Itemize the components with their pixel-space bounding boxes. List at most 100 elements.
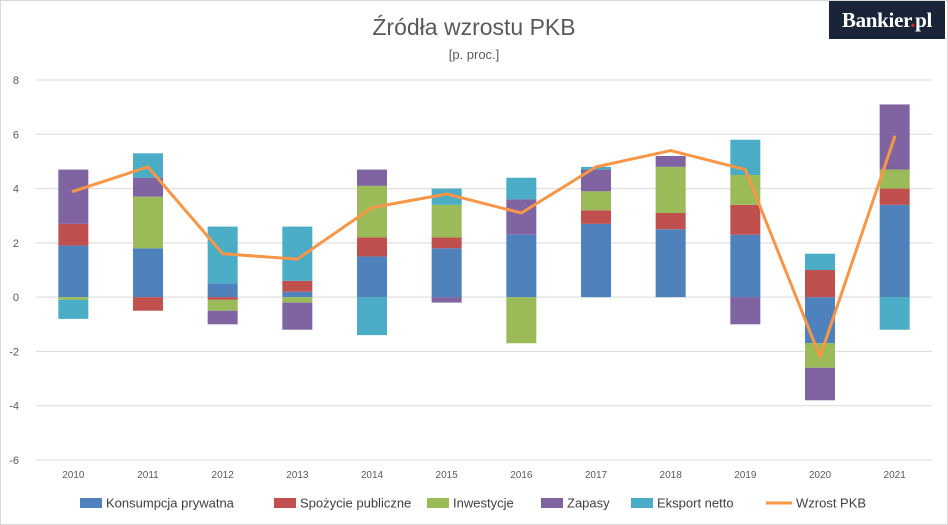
x-tick-label: 2011: [137, 470, 159, 481]
bar-segment: [879, 188, 910, 205]
bar-segment: [282, 291, 313, 298]
bar-segment: [357, 185, 387, 238]
bar-segment: [357, 256, 387, 298]
brand-tld: pl: [915, 8, 933, 32]
line-point: [594, 165, 598, 169]
bar-segment: [581, 223, 611, 298]
bar-segment: [282, 226, 313, 281]
brand-dot: .: [910, 8, 916, 32]
bar-segment: [431, 188, 462, 205]
bar-segment: [730, 175, 761, 205]
bar-segment: [282, 280, 313, 292]
bar-segment: [506, 199, 537, 235]
bar-segment: [431, 297, 462, 303]
bar-segment: [805, 297, 835, 344]
bar-segment: [133, 248, 163, 298]
line-point: [519, 211, 523, 215]
line-point: [893, 135, 897, 139]
x-tick-label: 2021: [884, 470, 907, 481]
bar-segment: [207, 297, 238, 300]
line-point: [370, 206, 374, 210]
bar-segment: [357, 169, 387, 186]
y-tick-label: -2: [9, 346, 19, 358]
legend-swatch: [80, 498, 102, 508]
bar-segment: [879, 297, 910, 330]
legend-label: Wzrost PKB: [796, 496, 866, 511]
legend-swatch: [631, 498, 653, 508]
line-point: [818, 355, 822, 359]
bar-segment: [357, 237, 387, 257]
bar-segment: [805, 270, 835, 298]
bar-segment: [58, 223, 89, 246]
x-tick-label: 2020: [809, 470, 832, 481]
x-tick-label: 2018: [660, 470, 683, 481]
bar-segment: [805, 253, 835, 270]
bar-segment: [58, 297, 89, 300]
y-tick-label: 6: [13, 129, 19, 141]
brand-logo[interactable]: Bankier.pl: [829, 1, 945, 39]
x-tick-label: 2016: [510, 470, 533, 481]
bar-segment: [655, 213, 686, 230]
y-tick-label: 8: [13, 75, 19, 87]
bar-segment: [730, 297, 761, 325]
bar-segment: [58, 169, 89, 224]
bar-segment: [207, 283, 238, 298]
line-point: [743, 168, 747, 172]
bar-segment: [58, 299, 89, 319]
bar-segment: [506, 177, 537, 200]
x-tick-label: 2015: [436, 470, 459, 481]
bar-segment: [655, 229, 686, 298]
bar-segment: [133, 177, 163, 197]
bar-segment: [581, 169, 611, 192]
line-series-wzrost-pkb: [71, 135, 897, 359]
x-tick-label: 2017: [585, 470, 608, 481]
bar-segment: [207, 299, 238, 311]
x-tick-label: 2013: [286, 470, 309, 481]
bar-segment: [581, 191, 611, 211]
line-point: [445, 192, 449, 196]
line-point: [295, 257, 299, 261]
bar-segment: [879, 204, 910, 298]
x-tick-label: 2014: [361, 470, 384, 481]
bar-segment: [805, 367, 835, 401]
bar-segment: [506, 234, 537, 298]
line-point: [71, 189, 75, 193]
bar-segment: [282, 302, 313, 330]
chart-subtitle: [p. proc.]: [448, 47, 500, 62]
chart-title: Źródła wzrostu PKB: [372, 14, 576, 40]
bar-segment: [506, 297, 537, 344]
x-tick-label: 2019: [734, 470, 757, 481]
bar-segment: [655, 166, 686, 213]
y-tick-label: -6: [9, 455, 19, 467]
bar-segment: [133, 297, 163, 311]
bar-segment: [133, 196, 163, 249]
bar-segment: [357, 297, 387, 336]
bar-segment: [207, 310, 238, 325]
y-tick-label: 2: [13, 238, 19, 250]
legend-label: Zapasy: [567, 496, 610, 511]
y-tick-label: 0: [13, 292, 19, 304]
legend-swatch: [541, 498, 563, 508]
bar-segment: [730, 234, 761, 298]
line-point: [221, 252, 225, 256]
bar-segment: [58, 245, 89, 298]
x-tick-label: 2012: [212, 470, 235, 481]
bar-segment: [655, 156, 686, 167]
legend-label: Konsumpcja prywatna: [106, 496, 235, 511]
brand-name: Bankier: [841, 8, 911, 32]
legend-label: Inwestycje: [453, 496, 514, 511]
bar-segment: [431, 248, 462, 298]
line-point: [146, 165, 150, 169]
y-tick-label: 4: [13, 184, 19, 196]
bar-segment: [431, 204, 462, 238]
legend-swatch: [274, 498, 296, 508]
bar-segment: [581, 210, 611, 224]
legend-label: Spożycie publiczne: [300, 496, 411, 511]
x-tick-label: 2010: [62, 470, 85, 481]
bar-segment: [879, 169, 910, 189]
bar-segment: [431, 237, 462, 249]
y-tick-label: -4: [9, 401, 19, 413]
legend-label: Eksport netto: [657, 496, 734, 511]
line-point: [669, 149, 673, 153]
